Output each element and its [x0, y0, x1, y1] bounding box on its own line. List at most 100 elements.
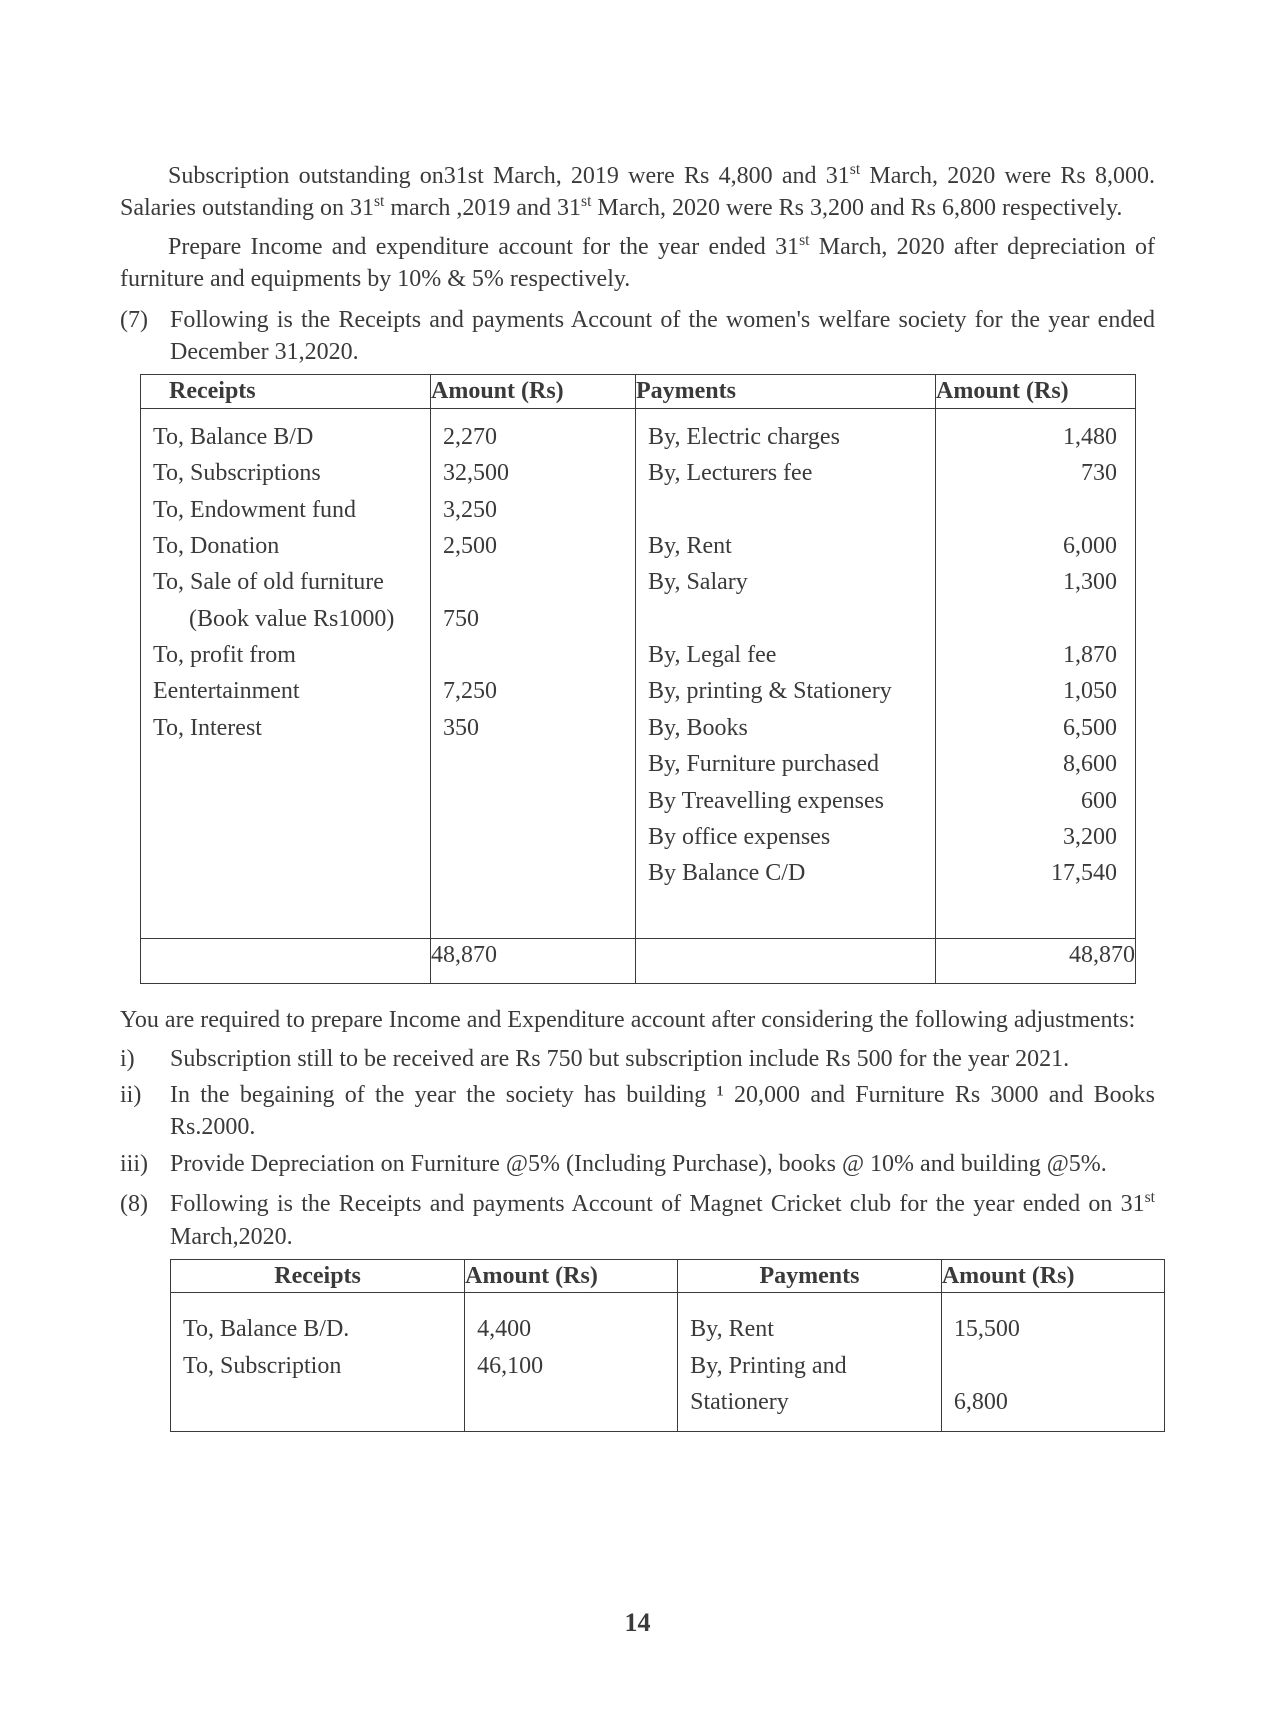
q8-text-b: March,2020.: [170, 1224, 293, 1250]
adjustment-mark: i): [120, 1043, 170, 1075]
table-cell-label: Eentertainment: [141, 673, 430, 709]
table-cell-amount: 3,250: [431, 492, 635, 528]
t1-right-amounts: 1,480730 6,0001,300 1,8701,0506,5008,600…: [936, 408, 1136, 938]
table-receipts-payments-2: Receipts Amount (Rs) Payments Amount (Rs…: [170, 1259, 1165, 1432]
table-cell-label: By, Books: [636, 710, 935, 746]
q7-text: Following is the Receipts and payments A…: [170, 304, 1155, 369]
table-cell-label: Stationery: [678, 1384, 941, 1420]
adjustment-text: Subscription still to be received are Rs…: [170, 1043, 1155, 1075]
q8-text-a: Following is the Receipts and payments A…: [170, 1191, 1145, 1217]
t1-right-labels: By, Electric chargesBy, Lecturers fee By…: [636, 408, 936, 938]
table-cell-amount: 600: [936, 783, 1135, 819]
table2-header-row: Receipts Amount (Rs) Payments Amount (Rs…: [171, 1259, 1165, 1292]
table-cell-label: To, Balance B/D: [141, 419, 430, 455]
adjustment-text: Provide Depreciation on Furniture @5% (I…: [170, 1148, 1155, 1180]
adjustment-mark: ii): [120, 1079, 170, 1144]
table-cell-amount: [431, 783, 635, 819]
table-cell-amount: 1,870: [936, 637, 1135, 673]
adjustment-item: iii)Provide Depreciation on Furniture @5…: [120, 1148, 1155, 1180]
table-cell-label: To, Sale of old furniture: [141, 564, 430, 600]
table-cell-amount: [936, 601, 1135, 637]
t1-total-blank2: [636, 939, 936, 984]
table-cell-label: By, Furniture purchased: [636, 746, 935, 782]
t2-right-amounts: 15,500 6,800: [941, 1293, 1164, 1431]
table-cell-amount: 1,300: [936, 564, 1135, 600]
t2-right-labels: By, RentBy, Printing andStationery: [678, 1293, 942, 1431]
table-cell-label: To, Subscription: [171, 1348, 464, 1384]
adjustment-text: In the begaining of the year the society…: [170, 1079, 1155, 1144]
table-cell-label: [141, 892, 430, 928]
para1-a: Subscription outstanding on31st March, 2…: [168, 163, 850, 189]
table-cell-amount: 4,400: [465, 1311, 677, 1347]
q8-text: Following is the Receipts and payments A…: [170, 1188, 1155, 1253]
para1-c: march ,2019 and 31: [384, 195, 581, 221]
table-cell-amount: 17,540: [936, 855, 1135, 891]
sup: st: [1145, 1189, 1155, 1206]
t1-total-right: 48,870: [936, 939, 1136, 984]
para2-a: Prepare Income and expenditure account f…: [168, 234, 799, 260]
table-cell-amount: [936, 892, 1135, 928]
table-cell-label: To, profit from: [141, 637, 430, 673]
table1-header-row: Receipts Amount (Rs) Payments Amount (Rs…: [141, 375, 1136, 408]
table-cell-amount: 1,050: [936, 673, 1135, 709]
table-cell-label: [141, 783, 430, 819]
table-cell-label: To, Subscriptions: [141, 455, 430, 491]
page: Subscription outstanding on31st March, 2…: [0, 0, 1275, 1710]
t1-total-blank1: [141, 939, 431, 984]
table-cell-label: [141, 819, 430, 855]
t2-h3: Payments: [678, 1259, 942, 1292]
table-cell-label: [636, 892, 935, 928]
q8-num: (8): [120, 1188, 170, 1253]
table-cell-amount: [431, 564, 635, 600]
table-cell-label: By, Legal fee: [636, 637, 935, 673]
table-cell-amount: [431, 637, 635, 673]
sup: st: [374, 193, 384, 210]
table-cell-amount: 8,600: [936, 746, 1135, 782]
table-cell-amount: [936, 492, 1135, 528]
table-cell-label: To, Donation: [141, 528, 430, 564]
t2-h1: Receipts: [171, 1259, 465, 1292]
table1-body-row: To, Balance B/DTo, SubscriptionsTo, Endo…: [141, 408, 1136, 938]
table-cell-label: By, Rent: [636, 528, 935, 564]
table-cell-amount: 730: [936, 455, 1135, 491]
adjustment-item: i)Subscription still to be received are …: [120, 1043, 1155, 1075]
table-cell-label: To, Balance B/D.: [171, 1311, 464, 1347]
t1-h3: Payments: [636, 375, 936, 408]
para-1: Subscription outstanding on31st March, 2…: [120, 160, 1155, 225]
table-cell-label: By Balance C/D: [636, 855, 935, 891]
table-cell-amount: 32,500: [431, 455, 635, 491]
table-cell-label: To, Interest: [141, 710, 430, 746]
table-cell-amount: 6,800: [942, 1384, 1164, 1420]
table-cell-label: [141, 746, 430, 782]
sup: st: [581, 193, 591, 210]
table-cell-label: By, Rent: [678, 1311, 941, 1347]
sup: st: [799, 232, 809, 249]
page-number: 14: [0, 1605, 1275, 1640]
table-cell-amount: [431, 746, 635, 782]
t1-h1: Receipts: [141, 375, 431, 408]
table-cell-amount: 6,500: [936, 710, 1135, 746]
table-cell-label: [636, 492, 935, 528]
para1-d: March, 2020 were Rs 3,200 and Rs 6,800 r…: [591, 195, 1122, 221]
table-cell-amount: 1,480: [936, 419, 1135, 455]
t1-h4: Amount (Rs): [936, 375, 1136, 408]
table-cell-amount: 46,100: [465, 1348, 677, 1384]
table-cell-amount: [942, 1348, 1164, 1384]
table2-body-row: To, Balance B/D.To, Subscription 4,40046…: [171, 1293, 1165, 1431]
t2-left-amounts: 4,40046,100: [465, 1293, 678, 1431]
table-cell-amount: [431, 892, 635, 928]
table-cell-amount: 350: [431, 710, 635, 746]
sup: st: [850, 161, 860, 178]
table-cell-label: To, Endowment fund: [141, 492, 430, 528]
table-cell-amount: 15,500: [942, 1311, 1164, 1347]
table1-total-row: 48,870 48,870: [141, 939, 1136, 984]
table-cell-amount: 7,250: [431, 673, 635, 709]
adjustment-item: ii)In the begaining of the year the soci…: [120, 1079, 1155, 1144]
table-cell-amount: 2,270: [431, 419, 635, 455]
t1-left-amounts: 2,27032,5003,2502,500 750 7,250350: [431, 408, 636, 938]
table-cell-label: By, Salary: [636, 564, 935, 600]
para-2: Prepare Income and expenditure account f…: [120, 231, 1155, 296]
table-cell-amount: 3,200: [936, 819, 1135, 855]
table-cell-label: By, Lecturers fee: [636, 455, 935, 491]
table-cell-amount: [431, 855, 635, 891]
